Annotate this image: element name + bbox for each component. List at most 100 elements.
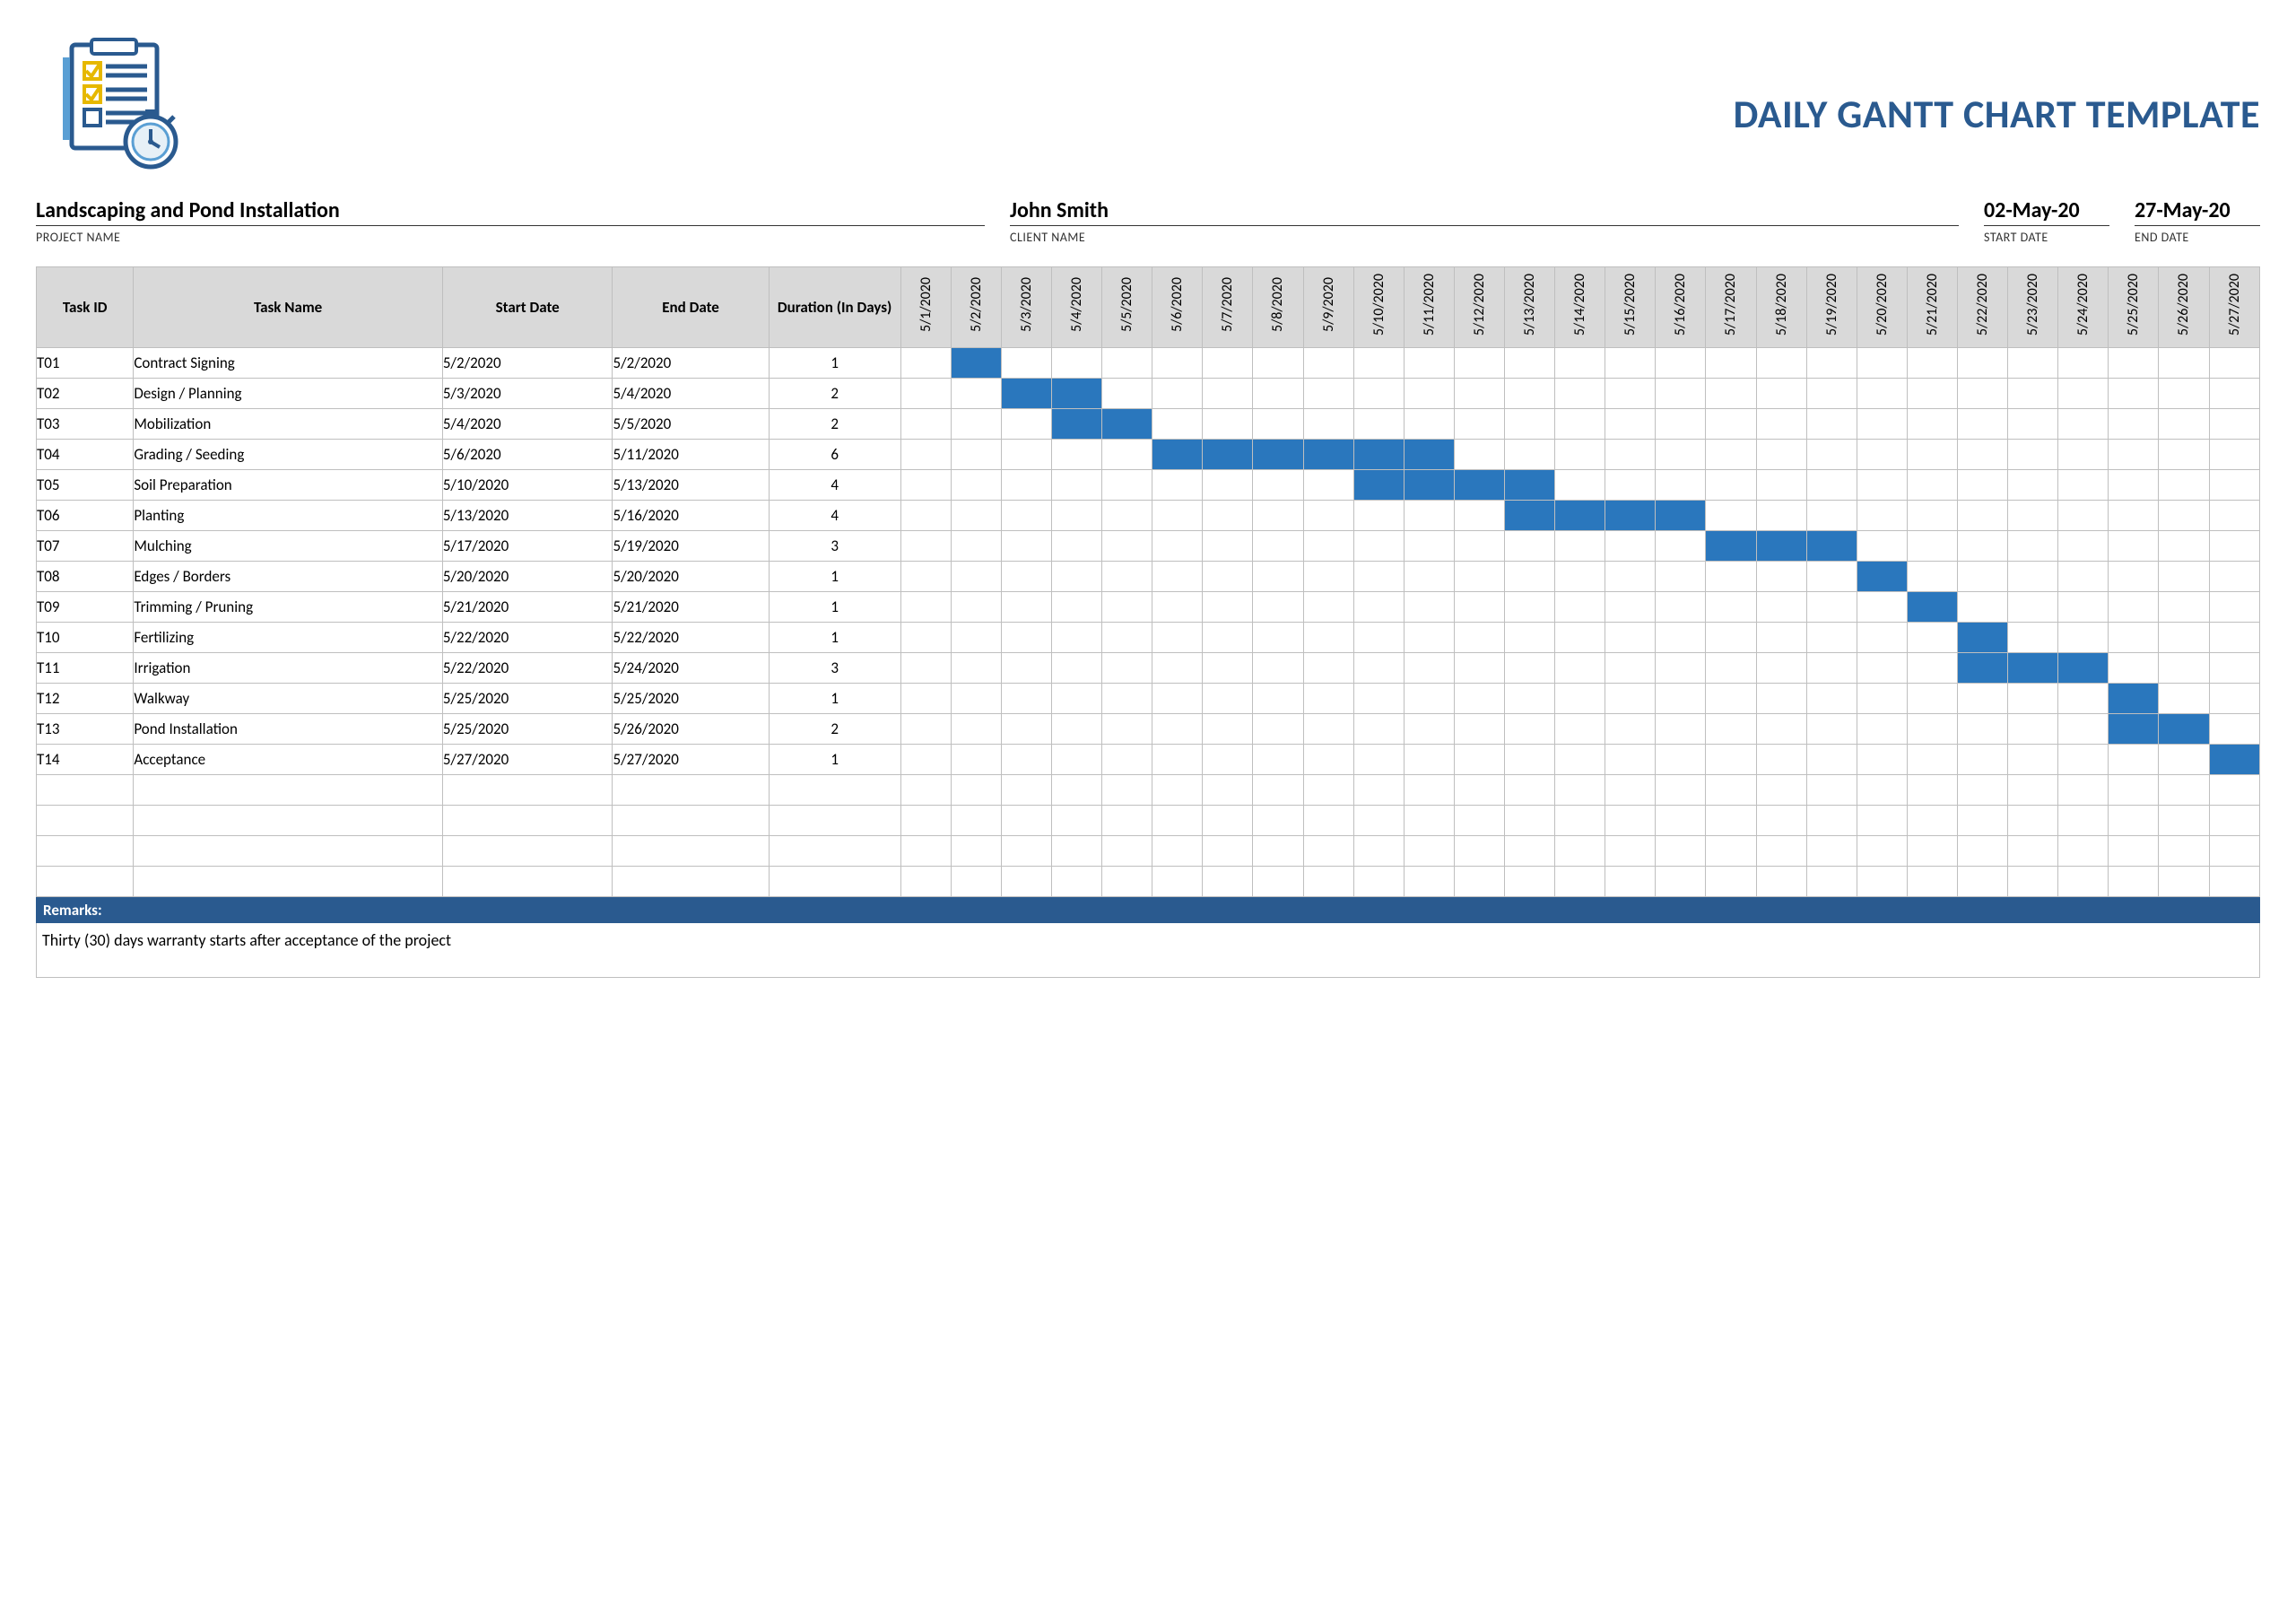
gantt-cell xyxy=(1253,440,1303,470)
gantt-cell xyxy=(1957,531,2007,562)
gantt-cell xyxy=(900,653,951,684)
gantt-cell xyxy=(1303,653,1353,684)
gantt-cell xyxy=(1605,501,1656,531)
gantt-cell xyxy=(2058,806,2109,836)
gantt-cell xyxy=(951,653,1001,684)
gantt-cell xyxy=(2209,409,2259,440)
gantt-cell xyxy=(2109,653,2159,684)
gantt-cell xyxy=(2109,562,2159,592)
gantt-cell xyxy=(1152,562,1203,592)
gantt-cell xyxy=(1052,867,1102,897)
table-row: T07Mulching5/17/20205/19/20203 xyxy=(37,531,2260,562)
cell-task-name: Walkway xyxy=(134,684,442,714)
gantt-cell xyxy=(2058,470,2109,501)
gantt-cell xyxy=(1203,531,1253,562)
gantt-cell xyxy=(1555,806,1605,836)
gantt-cell xyxy=(1001,714,1051,745)
gantt-cell xyxy=(1605,470,1656,501)
gantt-cell xyxy=(1001,623,1051,653)
gantt-cell xyxy=(1203,806,1253,836)
gantt-cell xyxy=(1253,623,1303,653)
gantt-cell xyxy=(1454,745,1504,775)
gantt-cell xyxy=(1907,684,1957,714)
gantt-cell xyxy=(1102,409,1152,440)
gantt-cell xyxy=(2209,531,2259,562)
gantt-cell xyxy=(1907,348,1957,379)
gantt-cell xyxy=(1253,653,1303,684)
gantt-cell xyxy=(900,409,951,440)
date-col-header: 5/15/2020 xyxy=(1605,267,1656,348)
gantt-cell xyxy=(1555,501,1605,531)
date-col-header: 5/18/2020 xyxy=(1756,267,1806,348)
gantt-cell xyxy=(1353,836,1404,867)
remarks-header: Remarks: xyxy=(36,897,2260,923)
gantt-cell xyxy=(1404,806,1454,836)
gantt-cell xyxy=(1353,379,1404,409)
gantt-cell xyxy=(2109,623,2159,653)
cell-start-date: 5/25/2020 xyxy=(442,684,613,714)
gantt-cell xyxy=(1756,531,1806,562)
gantt-cell xyxy=(2008,440,2058,470)
gantt-cell xyxy=(1706,501,1756,531)
client-name-value: John Smith xyxy=(1010,197,1959,226)
gantt-cell xyxy=(951,836,1001,867)
gantt-cell xyxy=(1052,714,1102,745)
gantt-cell xyxy=(1152,592,1203,623)
gantt-cell xyxy=(1656,775,1706,806)
gantt-cell xyxy=(1404,409,1454,440)
gantt-cell xyxy=(1052,440,1102,470)
gantt-cell xyxy=(1555,470,1605,501)
cell-task-id: T05 xyxy=(37,470,134,501)
gantt-cell xyxy=(1907,623,1957,653)
gantt-cell xyxy=(1656,745,1706,775)
gantt-cell xyxy=(1253,745,1303,775)
gantt-cell xyxy=(1656,867,1706,897)
gantt-cell xyxy=(1706,653,1756,684)
gantt-cell xyxy=(1605,623,1656,653)
gantt-cell xyxy=(1303,409,1353,440)
date-col-header: 5/17/2020 xyxy=(1706,267,1756,348)
gantt-cell xyxy=(1656,470,1706,501)
gantt-cell xyxy=(1504,867,1554,897)
gantt-cell xyxy=(1102,562,1152,592)
gantt-cell xyxy=(1907,440,1957,470)
gantt-cell xyxy=(1353,470,1404,501)
gantt-cell xyxy=(900,562,951,592)
gantt-cell xyxy=(1806,714,1857,745)
gantt-cell xyxy=(1303,623,1353,653)
gantt-cell xyxy=(1454,714,1504,745)
gantt-cell xyxy=(1454,806,1504,836)
gantt-cell xyxy=(2008,501,2058,531)
gantt-cell xyxy=(1656,348,1706,379)
gantt-cell xyxy=(1152,531,1203,562)
gantt-cell xyxy=(1957,867,2007,897)
gantt-cell xyxy=(1253,592,1303,623)
gantt-cell xyxy=(951,775,1001,806)
gantt-cell xyxy=(1454,531,1504,562)
gantt-cell xyxy=(1001,745,1051,775)
gantt-cell xyxy=(1102,592,1152,623)
gantt-cell xyxy=(1404,745,1454,775)
gantt-cell xyxy=(1303,592,1353,623)
gantt-cell xyxy=(1303,806,1353,836)
gantt-cell xyxy=(1001,562,1051,592)
cell-duration: 1 xyxy=(769,592,900,623)
gantt-cell xyxy=(1203,592,1253,623)
date-col-header: 5/16/2020 xyxy=(1656,267,1706,348)
gantt-cell xyxy=(1152,745,1203,775)
gantt-cell xyxy=(1203,836,1253,867)
gantt-cell xyxy=(2209,806,2259,836)
gantt-cell xyxy=(2058,562,2109,592)
gantt-cell xyxy=(1353,348,1404,379)
gantt-cell xyxy=(1001,806,1051,836)
gantt-cell xyxy=(1454,775,1504,806)
date-col-header: 5/24/2020 xyxy=(2058,267,2109,348)
gantt-cell xyxy=(1756,775,1806,806)
gantt-cell xyxy=(1656,501,1706,531)
gantt-cell xyxy=(1404,684,1454,714)
gantt-cell xyxy=(951,501,1001,531)
gantt-cell xyxy=(2109,470,2159,501)
cell-task-name: Fertilizing xyxy=(134,623,442,653)
col-duration: Duration (In Days) xyxy=(769,267,900,348)
gantt-cell xyxy=(900,440,951,470)
